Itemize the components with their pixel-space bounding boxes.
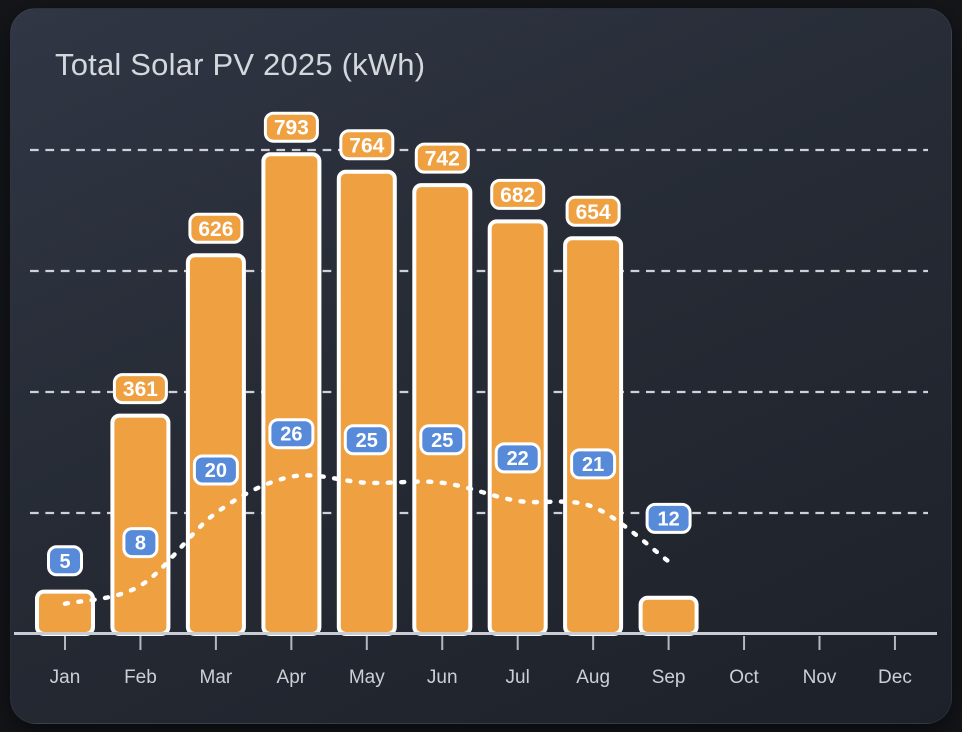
line-value-label-jun: 25 bbox=[419, 424, 466, 456]
bar-value-label-jun-text: 742 bbox=[425, 148, 460, 171]
bar-jul[interactable] bbox=[487, 219, 548, 636]
x-axis-label-jul: Jul bbox=[506, 667, 530, 688]
line-value-label-apr-text: 26 bbox=[280, 424, 302, 446]
line-value-label-jun-text: 25 bbox=[431, 430, 453, 452]
x-axis-label-feb: Feb bbox=[124, 667, 157, 688]
bar-value-label-jun-box bbox=[414, 142, 470, 174]
bar-value-label-may-box bbox=[339, 129, 395, 161]
bar-jan[interactable] bbox=[35, 589, 95, 636]
x-axis-label-aug: Aug bbox=[576, 667, 610, 688]
line-value-label-jan: 5 bbox=[47, 545, 83, 577]
line-value-label-jul-text: 22 bbox=[507, 448, 529, 470]
line-value-label-jun-box bbox=[419, 424, 466, 456]
line-value-label-mar: 20 bbox=[192, 454, 239, 486]
trend-line bbox=[62, 473, 671, 606]
line-value-label-feb-text: 8 bbox=[135, 533, 146, 555]
line-value-label-sep: 12 bbox=[645, 502, 692, 534]
bar-value-label-jul-text: 682 bbox=[500, 184, 535, 207]
line-value-label-may: 25 bbox=[343, 424, 390, 456]
bar-value-label-aug-box bbox=[565, 195, 621, 227]
bar-apr[interactable] bbox=[261, 152, 322, 636]
x-axis-label-dec: Dec bbox=[878, 667, 912, 688]
bar-value-label-feb-text: 361 bbox=[123, 378, 158, 401]
x-axis-label-mar: Mar bbox=[200, 667, 233, 688]
bar-value-label-feb: 361 bbox=[112, 373, 168, 405]
bar-value-label-apr: 793 bbox=[263, 111, 319, 143]
bar-value-label-jun: 742 bbox=[414, 142, 470, 174]
line-value-label-mar-box bbox=[192, 454, 239, 486]
x-axis-label-jun: Jun bbox=[427, 667, 458, 688]
line-value-label-jul-box bbox=[494, 442, 541, 474]
line-value-label-feb: 8 bbox=[122, 527, 159, 559]
bar-feb[interactable] bbox=[110, 413, 171, 636]
bar-value-label-may-text: 764 bbox=[349, 134, 384, 157]
x-axis-label-apr: Apr bbox=[277, 667, 307, 688]
bar-value-label-aug-text: 654 bbox=[576, 201, 611, 224]
bar-value-label-mar-text: 626 bbox=[198, 218, 233, 241]
line-value-label-sep-box bbox=[645, 502, 692, 534]
line-value-label-feb-box bbox=[122, 527, 159, 559]
bar-value-label-may: 764 bbox=[339, 129, 395, 161]
bar-jun[interactable] bbox=[412, 183, 473, 636]
bar-value-label-mar-box bbox=[188, 212, 244, 244]
line-value-label-jul: 22 bbox=[494, 442, 541, 474]
line-value-label-may-text: 25 bbox=[356, 430, 378, 452]
line-value-label-aug-text: 21 bbox=[582, 454, 604, 476]
bar-aug[interactable] bbox=[563, 236, 624, 637]
bar-value-label-mar: 626 bbox=[188, 212, 244, 244]
chart-title: Total Solar PV 2025 (kWh) bbox=[55, 47, 426, 82]
line-value-label-apr: 26 bbox=[268, 418, 315, 450]
x-axis-label-sep: Sep bbox=[652, 667, 686, 688]
bar-value-label-jul-box bbox=[490, 178, 546, 210]
bar-may[interactable] bbox=[336, 169, 397, 637]
bar-sep[interactable] bbox=[638, 595, 699, 637]
line-value-label-apr-box bbox=[268, 418, 315, 450]
line-value-label-jan-box bbox=[47, 545, 83, 577]
line-value-label-sep-text: 12 bbox=[657, 508, 679, 530]
line-value-label-aug-box bbox=[570, 448, 617, 480]
bar-value-label-feb-box bbox=[112, 373, 168, 405]
line-value-label-jan-text: 5 bbox=[59, 551, 70, 573]
x-axis-label-may: May bbox=[349, 667, 385, 688]
x-axis-label-oct: Oct bbox=[729, 667, 759, 688]
x-axis-label-nov: Nov bbox=[803, 667, 837, 688]
line-value-label-may-box bbox=[343, 424, 390, 456]
bar-value-label-apr-text: 793 bbox=[274, 117, 309, 140]
bar-value-label-apr-box bbox=[263, 111, 319, 143]
bar-mar[interactable] bbox=[185, 253, 246, 637]
line-value-label-aug: 21 bbox=[570, 448, 617, 480]
bar-value-label-aug: 654 bbox=[565, 195, 621, 227]
x-axis-label-jan: Jan bbox=[50, 667, 81, 688]
bar-value-label-jul: 682 bbox=[490, 178, 546, 210]
line-value-label-mar-text: 20 bbox=[205, 460, 227, 482]
